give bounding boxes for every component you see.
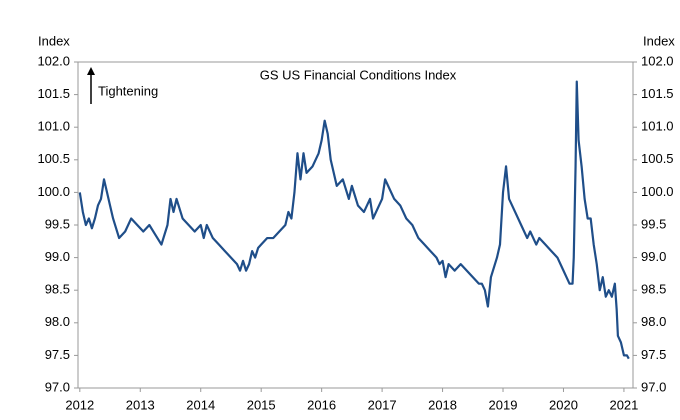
x-tick-label: 2017 <box>368 397 397 412</box>
y2-tick-label: 97.5 <box>641 347 666 362</box>
y-tick-label: 100.5 <box>37 151 70 166</box>
y-tick-label: 98.0 <box>45 314 70 329</box>
y2-tick-label: 100.0 <box>641 184 674 199</box>
x-tick-label: 2019 <box>489 397 518 412</box>
y-tick-label: 99.0 <box>45 249 70 264</box>
x-tick-label: 2012 <box>65 397 94 412</box>
y2-tick-label: 99.5 <box>641 216 666 231</box>
y2-tick-label: 100.5 <box>641 151 674 166</box>
plot-area <box>77 61 634 389</box>
annotation: Tightening <box>98 83 158 98</box>
y2-tick-label: 99.0 <box>641 249 666 264</box>
y2-tick-label: 102.0 <box>641 53 674 68</box>
y-tick-label: 102.0 <box>37 53 70 68</box>
y-tick-label: 98.5 <box>45 282 70 297</box>
y2-tick-label: 101.0 <box>641 119 674 134</box>
y-axis-label: Index <box>38 33 70 48</box>
y2-tick-label: 98.5 <box>641 282 666 297</box>
y2-tick-label: 97.0 <box>641 379 666 394</box>
y-tick-label: 97.0 <box>45 379 70 394</box>
y2-axis-label: Index <box>643 33 675 48</box>
y-tick-label: 100.0 <box>37 184 70 199</box>
y-tick-label: 97.5 <box>45 347 70 362</box>
y-tick-label: 101.5 <box>37 86 70 101</box>
y-tick-label: 99.5 <box>45 216 70 231</box>
y2-tick-label: 98.0 <box>641 314 666 329</box>
chart-title: GS US Financial Conditions Index <box>260 67 457 82</box>
x-tick-label: 2014 <box>186 397 215 412</box>
x-tick-label: 2021 <box>609 397 638 412</box>
x-tick-label: 2016 <box>307 397 336 412</box>
arrow-head <box>87 67 95 75</box>
x-tick-label: 2020 <box>549 397 578 412</box>
y-tick-label: 101.0 <box>37 119 70 134</box>
series-line <box>78 80 630 360</box>
x-tick-label: 2013 <box>126 397 155 412</box>
x-tick-label: 2018 <box>428 397 457 412</box>
y2-tick-label: 101.5 <box>641 86 674 101</box>
x-tick-label: 2015 <box>247 397 276 412</box>
